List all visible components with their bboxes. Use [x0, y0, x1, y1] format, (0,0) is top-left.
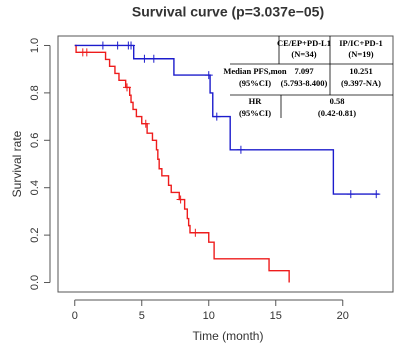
table-header: CE/EP+PD-L1: [277, 38, 331, 48]
table-header: IP/IC+PD-1: [339, 38, 383, 48]
censor-mark: [191, 228, 200, 237]
survival-curve: [74, 44, 379, 195]
x-tick-label: 0: [72, 310, 78, 322]
censor-mark: [176, 195, 185, 204]
x-tick-label: 10: [203, 310, 215, 322]
censor-mark: [236, 145, 245, 154]
y-tick-label: 0.8: [29, 85, 41, 100]
censor-mark: [141, 119, 150, 128]
y-tick-label: 0.2: [29, 227, 41, 242]
table-cell: 7.097: [294, 66, 314, 76]
plot-box: [57, 35, 394, 293]
table-header: (N=19): [348, 49, 373, 59]
censor-mark: [98, 41, 107, 50]
x-axis-label: Time (month): [193, 329, 264, 343]
censor-mark: [127, 41, 136, 50]
censor-mark: [140, 54, 149, 63]
censor-mark: [149, 54, 158, 63]
y-tick-label: 1.0: [29, 38, 41, 53]
table-header: (N=34): [291, 49, 316, 59]
table-row-label: Median PFS,mon: [223, 66, 287, 76]
censor-mark: [123, 83, 132, 92]
censor-mark: [346, 190, 355, 199]
censor-mark: [204, 71, 213, 80]
survival-curve: [74, 44, 290, 283]
y-tick-label: 0.4: [29, 180, 41, 195]
x-tick-label: 20: [337, 310, 349, 322]
censor-mark: [113, 41, 122, 50]
censor-mark: [212, 112, 221, 121]
x-tick-label: 5: [139, 310, 145, 322]
censor-mark: [82, 48, 91, 57]
x-tick-label: 15: [270, 310, 282, 322]
table-cell: 10.251: [349, 66, 372, 76]
y-axis-label: Survival rate: [10, 130, 24, 197]
chart-title: Survival curve (p=3.037e−05): [132, 4, 324, 20]
y-tick-label: 0.6: [29, 133, 41, 148]
table-cell: (0.42-0.81): [318, 108, 356, 118]
table-row-label: HR: [249, 96, 263, 106]
censor-mark: [372, 190, 381, 199]
table-row-label: (95%CI): [239, 108, 271, 118]
table-cell: (5.793-8.400): [281, 78, 328, 88]
table-row-label: (95%CI): [239, 78, 271, 88]
table-cell: 0.58: [330, 96, 345, 106]
y-tick-label: 0.0: [29, 275, 41, 290]
table-cell: (9.397-NA): [341, 78, 381, 88]
